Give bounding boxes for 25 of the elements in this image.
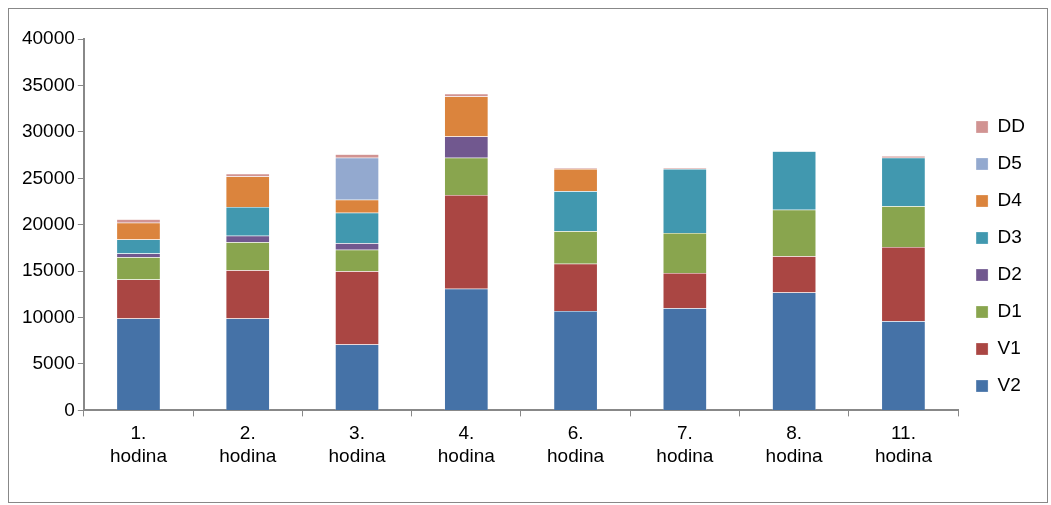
legend-label: DD xyxy=(997,115,1026,137)
y-tick-label: 15000 xyxy=(21,259,75,281)
legend-label: D1 xyxy=(997,300,1022,322)
legend-label: D3 xyxy=(997,226,1022,248)
legend-label: D4 xyxy=(997,189,1023,211)
y-tick-label: 20000 xyxy=(21,212,75,234)
x-tick-label: 8. hodina xyxy=(765,422,824,466)
y-tick-label: 5000 xyxy=(32,352,75,374)
x-tick-label: 7. hodina xyxy=(656,422,714,466)
legend-label: V1 xyxy=(997,337,1021,359)
x-tick-label: 11. hodina xyxy=(874,422,933,466)
y-tick-label: 35000 xyxy=(21,73,75,95)
x-tick-label: 2. hodina xyxy=(219,422,277,466)
y-tick-label: 40000 xyxy=(21,27,75,49)
y-tick-label: 0 xyxy=(64,398,75,420)
x-tick-label: 3. hodina xyxy=(328,422,386,466)
legend-label: V2 xyxy=(997,374,1021,396)
legend-label: D2 xyxy=(997,263,1022,285)
x-tick-label: 4. hodina xyxy=(437,422,496,466)
x-tick-label: 6. hodina xyxy=(547,422,605,466)
legend-label: D5 xyxy=(997,152,1022,174)
y-tick-label: 25000 xyxy=(21,166,75,188)
x-tick-label: 1. hodina xyxy=(109,422,168,466)
y-tick-label: 30000 xyxy=(21,120,75,142)
y-tick-label: 10000 xyxy=(21,305,75,327)
